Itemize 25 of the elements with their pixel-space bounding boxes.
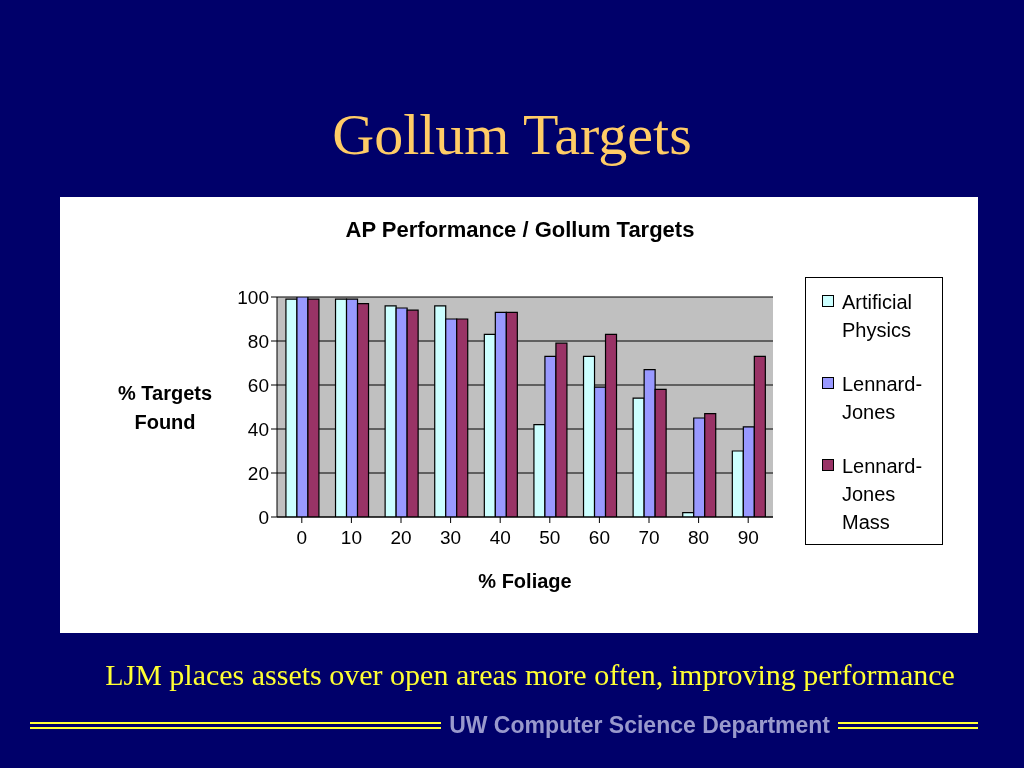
x-tick-label: 50 — [539, 527, 561, 549]
y-tick-label: 60 — [247, 374, 269, 396]
y-tick-label: 100 — [237, 286, 269, 308]
x-tick-label: 40 — [489, 527, 511, 549]
legend-label: Artificial Physics — [842, 290, 913, 343]
x-tick-label: 80 — [688, 527, 710, 549]
x-tick-label: 20 — [390, 527, 412, 549]
chart-title: Gollum Targets — [331, 101, 693, 169]
y-axis-title: % Targets Found — [116, 381, 214, 435]
x-tick-label: 10 — [340, 527, 362, 549]
x-axis-title: % Foliage — [477, 570, 573, 593]
x-tick-label: 90 — [737, 527, 759, 549]
text: LJM places assets over open areas more often, improving performance — [104, 658, 956, 692]
legend-label: Lennard-Jones — [842, 372, 924, 425]
y-tick-label: 40 — [247, 418, 269, 440]
y-tick-label: 0 — [258, 506, 269, 528]
x-tick-label: 70 — [638, 527, 660, 549]
chart-subtitle: AP Performance / Gollum Targets — [344, 217, 696, 243]
x-tick-label: 0 — [296, 527, 308, 549]
legend-label: Lennard-Jones Mass — [842, 454, 924, 535]
x-tick-label: 60 — [588, 527, 610, 549]
text: UW Computer Science Department — [448, 712, 831, 739]
y-tick-label: 80 — [247, 330, 269, 352]
y-tick-label: 20 — [247, 462, 269, 484]
x-tick-label: 30 — [440, 527, 462, 549]
